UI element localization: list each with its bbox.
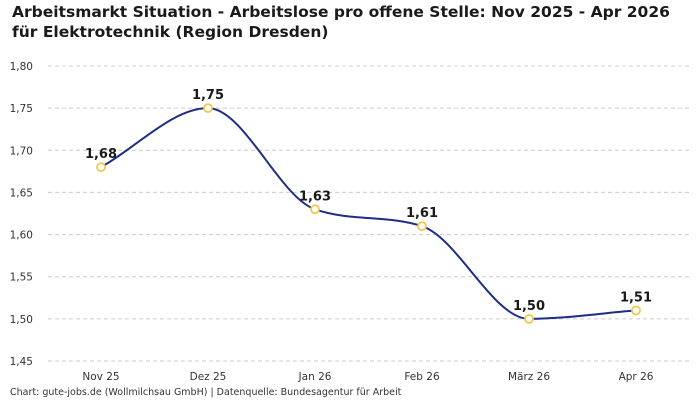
y-tick-label: 1,80 (10, 61, 33, 73)
grid-lines (48, 65, 690, 362)
data-points (96, 103, 641, 324)
data-point (96, 162, 106, 173)
data-point (203, 103, 213, 114)
y-tick-label: 1,45 (10, 356, 33, 368)
series-line-group (100, 107, 637, 320)
x-tick-label: März 26 (508, 371, 550, 383)
data-labels: 1,68 1,75 1,63 1,61 1,50 1,51 (85, 88, 652, 314)
data-point (631, 305, 641, 316)
y-tick-label: 1,75 (10, 103, 33, 115)
x-tick-label: Apr 26 (619, 371, 654, 383)
series-line (100, 107, 637, 320)
x-tick-label: Nov 25 (82, 371, 119, 383)
chart-source: Chart: gute-jobs.de (Wollmilchsau GmbH) … (10, 387, 402, 398)
data-point (310, 204, 320, 215)
data-point (417, 221, 427, 232)
y-tick-label: 1,50 (10, 314, 33, 326)
x-axis-ticks: Nov 25 Dez 25 Jan 26 Feb 26 März 26 Apr 26 (82, 371, 653, 383)
y-tick-label: 1,60 (10, 230, 33, 242)
data-label: 1,68 (85, 147, 117, 162)
y-tick-label: 1,55 (10, 272, 33, 284)
y-tick-label: 1,70 (10, 145, 33, 157)
data-label: 1,75 (192, 88, 224, 103)
data-label: 1,61 (406, 206, 438, 221)
y-axis-ticks: 1,45 1,50 1,55 1,60 1,65 1,70 1,75 1,80 (10, 61, 33, 368)
data-label: 1,63 (299, 189, 331, 204)
data-point (524, 313, 534, 324)
chart-title: Arbeitsmarkt Situation - Arbeitslose pro… (12, 3, 670, 41)
x-tick-label: Jan 26 (298, 371, 332, 383)
x-tick-label: Feb 26 (404, 371, 440, 383)
x-tick-label: Dez 25 (190, 371, 227, 383)
y-tick-label: 1,65 (10, 187, 33, 199)
data-label: 1,50 (513, 299, 545, 314)
data-label: 1,51 (620, 290, 652, 305)
